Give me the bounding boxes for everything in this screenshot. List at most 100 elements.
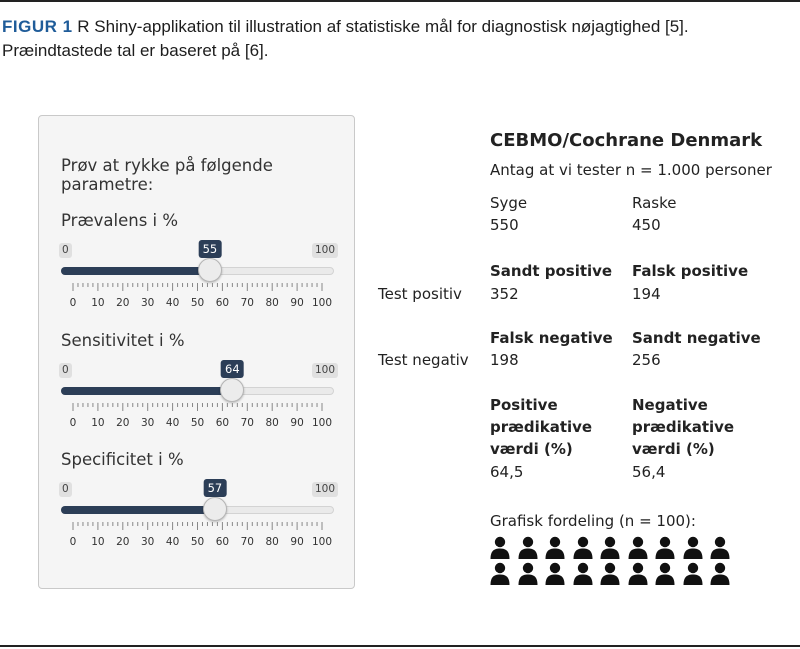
ppv-label-line2: prædikative — [490, 418, 593, 436]
tick-label: 20 — [116, 536, 130, 548]
tick-label: 10 — [91, 417, 105, 429]
tick-label: 100 — [311, 417, 333, 429]
panel-heading: Prøv at rykke på følgende parametre: — [61, 156, 273, 194]
healthy-value: 450 — [632, 216, 661, 234]
healthy-label: Raske — [632, 194, 677, 212]
tick-label: 20 — [116, 417, 130, 429]
person-icon — [573, 536, 593, 560]
slider-tick-labels: 0 10 20 30 40 50 60 70 80 90 100 — [61, 417, 336, 431]
tick-label: 50 — [190, 417, 205, 429]
tick-label: 70 — [240, 417, 254, 429]
person-icon — [600, 536, 620, 560]
test-negative-label: Test negativ — [378, 351, 469, 369]
true-negative-value: 256 — [632, 351, 661, 369]
slider-label: Specificitet i % — [61, 450, 184, 469]
tick-label: 80 — [265, 536, 279, 548]
slider-handle[interactable] — [197, 258, 222, 282]
person-icon — [628, 562, 648, 586]
false-positive-label: Falsk positive — [632, 262, 749, 280]
slider-value-bubble: 64 — [221, 360, 244, 378]
tick-label: 30 — [141, 297, 155, 309]
person-icon — [628, 536, 648, 560]
slider-min-label: 0 — [59, 363, 72, 378]
tick-label: 100 — [311, 536, 333, 548]
slider-min-label: 0 — [59, 243, 72, 258]
slider-label: Prævalens i % — [61, 211, 179, 230]
figure-caption: FIGUR 1 R Shiny-applikation til illustra… — [2, 15, 798, 63]
tick-marks — [72, 522, 323, 530]
slider-ticks — [61, 283, 336, 293]
slider-max-label: 100 — [311, 243, 338, 258]
ppv-label-line3: værdi (%) — [490, 440, 573, 458]
slider-ticks — [61, 403, 336, 413]
graphic-distribution-label: Grafisk fordeling (n = 100): — [490, 512, 696, 530]
slider-tick-labels: 0 10 20 30 40 50 60 70 80 90 100 — [61, 297, 336, 311]
sick-label: Syge — [490, 194, 528, 212]
person-icon — [655, 536, 675, 560]
tick-label: 0 — [69, 536, 77, 548]
tick-label: 50 — [190, 536, 205, 548]
tick-label: 60 — [215, 417, 230, 429]
person-icon — [655, 562, 675, 586]
npv-label-line1: Negative — [632, 396, 708, 414]
true-negative-label: Sandt negative — [632, 329, 761, 347]
slider-sensitivity: Sensitivitet i % 0 100 64 0 10 20 30 40 50 60 70 80 9… — [59, 331, 338, 441]
person-icon — [710, 562, 730, 586]
slider-fill — [61, 506, 215, 514]
person-icon — [518, 536, 538, 560]
tick-label: 60 — [215, 536, 230, 548]
person-icon — [490, 536, 510, 560]
slider-ticks — [61, 522, 336, 532]
slider-handle[interactable] — [220, 378, 245, 402]
tick-marks — [72, 403, 323, 411]
tick-label: 10 — [91, 536, 105, 548]
ppv-value: 64,5 — [490, 463, 524, 481]
person-icon — [545, 536, 565, 560]
tick-label: 40 — [165, 297, 180, 309]
person-icon — [490, 562, 510, 586]
tick-label: 100 — [311, 297, 333, 309]
slider-prevalence: Prævalens i % 0 100 55 0 10 20 30 40 50 60 70 80 90 10… — [59, 211, 338, 321]
figure-label: FIGUR 1 — [2, 17, 73, 36]
false-negative-value: 198 — [490, 351, 519, 369]
person-icon — [518, 562, 538, 586]
slider-label: Sensitivitet i % — [61, 331, 185, 350]
tick-label: 50 — [190, 297, 205, 309]
ppv-label-line1: Positive — [490, 396, 558, 414]
person-icon — [710, 536, 730, 560]
slider-specificity: Specificitet i % 0 100 57 0 10 20 30 40 50 60 70 80 9… — [59, 450, 338, 560]
tick-label: 30 — [141, 536, 155, 548]
tick-label: 60 — [215, 297, 230, 309]
slider-min-label: 0 — [59, 482, 72, 497]
person-icon — [600, 562, 620, 586]
person-icon — [683, 562, 703, 586]
tick-label: 90 — [290, 297, 304, 309]
slider-tick-labels: 0 10 20 30 40 50 60 70 80 90 100 — [61, 536, 336, 550]
slider-value-bubble: 55 — [198, 240, 222, 258]
tick-label: 0 — [69, 417, 77, 429]
sick-value: 550 — [490, 216, 519, 234]
tick-label: 10 — [91, 297, 105, 309]
npv-label-line3: værdi (%) — [632, 440, 715, 458]
true-positive-value: 352 — [490, 285, 519, 303]
tick-label: 20 — [116, 297, 130, 309]
test-positive-label: Test positiv — [378, 285, 462, 303]
tick-label: 70 — [240, 297, 254, 309]
person-icon — [683, 536, 703, 560]
tick-label: 90 — [290, 417, 304, 429]
person-icon — [545, 562, 565, 586]
false-positive-value: 194 — [632, 285, 661, 303]
tick-label: 40 — [165, 417, 180, 429]
results-subtitle: Antag at vi tester n = 1.000 personer — [490, 161, 772, 179]
false-negative-label: Falsk negative — [490, 329, 613, 347]
slider-max-label: 100 — [311, 482, 338, 497]
tick-label: 80 — [265, 417, 279, 429]
tick-marks — [72, 283, 323, 291]
slider-max-label: 100 — [311, 363, 338, 378]
bottom-rule — [0, 645, 800, 647]
tick-label: 80 — [265, 297, 279, 309]
input-panel: Prøv at rykke på følgende parametre: Præ… — [38, 115, 355, 589]
people-grid — [490, 536, 740, 592]
slider-handle[interactable] — [202, 497, 227, 521]
slider-fill — [61, 387, 233, 395]
